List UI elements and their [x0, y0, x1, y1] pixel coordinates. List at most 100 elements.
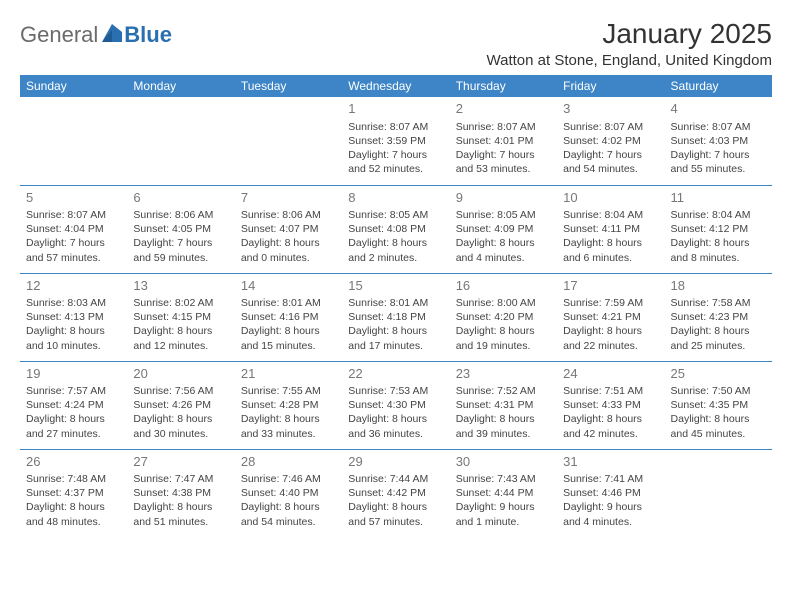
calendar-header-row: SundayMondayTuesdayWednesdayThursdayFrid…: [20, 75, 772, 97]
day-number: 21: [241, 365, 336, 383]
day-number: 4: [671, 100, 766, 118]
cell-sunset: Sunset: 4:21 PM: [563, 310, 658, 324]
cell-sunrise: Sunrise: 7:50 AM: [671, 384, 766, 398]
calendar-cell: 30Sunrise: 7:43 AMSunset: 4:44 PMDayligh…: [450, 449, 557, 537]
calendar-cell: 13Sunrise: 8:02 AMSunset: 4:15 PMDayligh…: [127, 273, 234, 361]
calendar-cell: 27Sunrise: 7:47 AMSunset: 4:38 PMDayligh…: [127, 449, 234, 537]
day-number: 30: [456, 453, 551, 471]
day-number: 13: [133, 277, 228, 295]
cell-day1: Daylight: 8 hours: [348, 324, 443, 338]
cell-sunset: Sunset: 4:23 PM: [671, 310, 766, 324]
day-number: 11: [671, 189, 766, 207]
calendar-cell: [235, 97, 342, 185]
cell-sunrise: Sunrise: 7:58 AM: [671, 296, 766, 310]
cell-day2: and 33 minutes.: [241, 427, 336, 441]
cell-day2: and 10 minutes.: [26, 339, 121, 353]
calendar-cell: 16Sunrise: 8:00 AMSunset: 4:20 PMDayligh…: [450, 273, 557, 361]
cell-day2: and 1 minute.: [456, 515, 551, 529]
cell-day2: and 8 minutes.: [671, 251, 766, 265]
cell-day1: Daylight: 8 hours: [348, 500, 443, 514]
day-number: 24: [563, 365, 658, 383]
cell-day1: Daylight: 8 hours: [671, 236, 766, 250]
logo-text-blue: Blue: [124, 22, 172, 48]
cell-sunset: Sunset: 4:24 PM: [26, 398, 121, 412]
calendar-cell: 28Sunrise: 7:46 AMSunset: 4:40 PMDayligh…: [235, 449, 342, 537]
cell-sunset: Sunset: 4:35 PM: [671, 398, 766, 412]
cell-day1: Daylight: 8 hours: [241, 324, 336, 338]
cell-sunrise: Sunrise: 8:01 AM: [241, 296, 336, 310]
calendar-cell: 6Sunrise: 8:06 AMSunset: 4:05 PMDaylight…: [127, 185, 234, 273]
day-number: 15: [348, 277, 443, 295]
cell-day1: Daylight: 7 hours: [671, 148, 766, 162]
cell-sunset: Sunset: 4:07 PM: [241, 222, 336, 236]
calendar-cell: 23Sunrise: 7:52 AMSunset: 4:31 PMDayligh…: [450, 361, 557, 449]
cell-sunrise: Sunrise: 7:46 AM: [241, 472, 336, 486]
cell-sunrise: Sunrise: 8:07 AM: [26, 208, 121, 222]
cell-sunset: Sunset: 4:15 PM: [133, 310, 228, 324]
cell-day2: and 54 minutes.: [241, 515, 336, 529]
day-number: 18: [671, 277, 766, 295]
cell-day2: and 59 minutes.: [133, 251, 228, 265]
cell-sunrise: Sunrise: 8:03 AM: [26, 296, 121, 310]
cell-day2: and 52 minutes.: [348, 162, 443, 176]
calendar-cell: 7Sunrise: 8:06 AMSunset: 4:07 PMDaylight…: [235, 185, 342, 273]
cell-day1: Daylight: 8 hours: [563, 324, 658, 338]
calendar-cell: 15Sunrise: 8:01 AMSunset: 4:18 PMDayligh…: [342, 273, 449, 361]
cell-day1: Daylight: 8 hours: [26, 500, 121, 514]
calendar-cell: 1Sunrise: 8:07 AMSunset: 3:59 PMDaylight…: [342, 97, 449, 185]
cell-day1: Daylight: 8 hours: [456, 324, 551, 338]
calendar-cell: 29Sunrise: 7:44 AMSunset: 4:42 PMDayligh…: [342, 449, 449, 537]
day-number: 29: [348, 453, 443, 471]
day-number: 7: [241, 189, 336, 207]
calendar-week-row: 19Sunrise: 7:57 AMSunset: 4:24 PMDayligh…: [20, 361, 772, 449]
cell-sunset: Sunset: 4:05 PM: [133, 222, 228, 236]
cell-day1: Daylight: 8 hours: [26, 412, 121, 426]
logo: General Blue: [20, 22, 172, 48]
cell-sunset: Sunset: 4:44 PM: [456, 486, 551, 500]
day-header: Saturday: [665, 75, 772, 97]
cell-day2: and 27 minutes.: [26, 427, 121, 441]
cell-sunset: Sunset: 4:28 PM: [241, 398, 336, 412]
cell-day1: Daylight: 8 hours: [26, 324, 121, 338]
cell-day2: and 6 minutes.: [563, 251, 658, 265]
cell-sunset: Sunset: 4:26 PM: [133, 398, 228, 412]
cell-sunset: Sunset: 4:08 PM: [348, 222, 443, 236]
day-header: Sunday: [20, 75, 127, 97]
cell-sunrise: Sunrise: 8:07 AM: [348, 120, 443, 134]
day-number: 10: [563, 189, 658, 207]
cell-sunset: Sunset: 4:11 PM: [563, 222, 658, 236]
cell-sunrise: Sunrise: 7:51 AM: [563, 384, 658, 398]
cell-day1: Daylight: 7 hours: [26, 236, 121, 250]
cell-sunrise: Sunrise: 7:53 AM: [348, 384, 443, 398]
day-number: 26: [26, 453, 121, 471]
day-number: 28: [241, 453, 336, 471]
calendar-cell: 11Sunrise: 8:04 AMSunset: 4:12 PMDayligh…: [665, 185, 772, 273]
cell-sunset: Sunset: 4:31 PM: [456, 398, 551, 412]
day-header: Wednesday: [342, 75, 449, 97]
day-number: 22: [348, 365, 443, 383]
cell-sunset: Sunset: 4:30 PM: [348, 398, 443, 412]
cell-day2: and 54 minutes.: [563, 162, 658, 176]
cell-day1: Daylight: 8 hours: [563, 412, 658, 426]
cell-day2: and 22 minutes.: [563, 339, 658, 353]
page-title: January 2025: [487, 18, 772, 50]
calendar-week-row: 12Sunrise: 8:03 AMSunset: 4:13 PMDayligh…: [20, 273, 772, 361]
cell-day2: and 4 minutes.: [456, 251, 551, 265]
day-header: Monday: [127, 75, 234, 97]
calendar-week-row: 1Sunrise: 8:07 AMSunset: 3:59 PMDaylight…: [20, 97, 772, 185]
day-number: 27: [133, 453, 228, 471]
day-number: 20: [133, 365, 228, 383]
cell-day2: and 53 minutes.: [456, 162, 551, 176]
header: General Blue January 2025 Watton at Ston…: [20, 18, 772, 69]
cell-day2: and 45 minutes.: [671, 427, 766, 441]
day-number: 8: [348, 189, 443, 207]
cell-sunset: Sunset: 4:03 PM: [671, 134, 766, 148]
cell-day2: and 36 minutes.: [348, 427, 443, 441]
cell-sunrise: Sunrise: 7:47 AM: [133, 472, 228, 486]
cell-sunrise: Sunrise: 8:04 AM: [563, 208, 658, 222]
cell-day1: Daylight: 9 hours: [456, 500, 551, 514]
cell-sunset: Sunset: 4:42 PM: [348, 486, 443, 500]
location-text: Watton at Stone, England, United Kingdom: [487, 52, 772, 69]
day-number: 2: [456, 100, 551, 118]
cell-day2: and 30 minutes.: [133, 427, 228, 441]
